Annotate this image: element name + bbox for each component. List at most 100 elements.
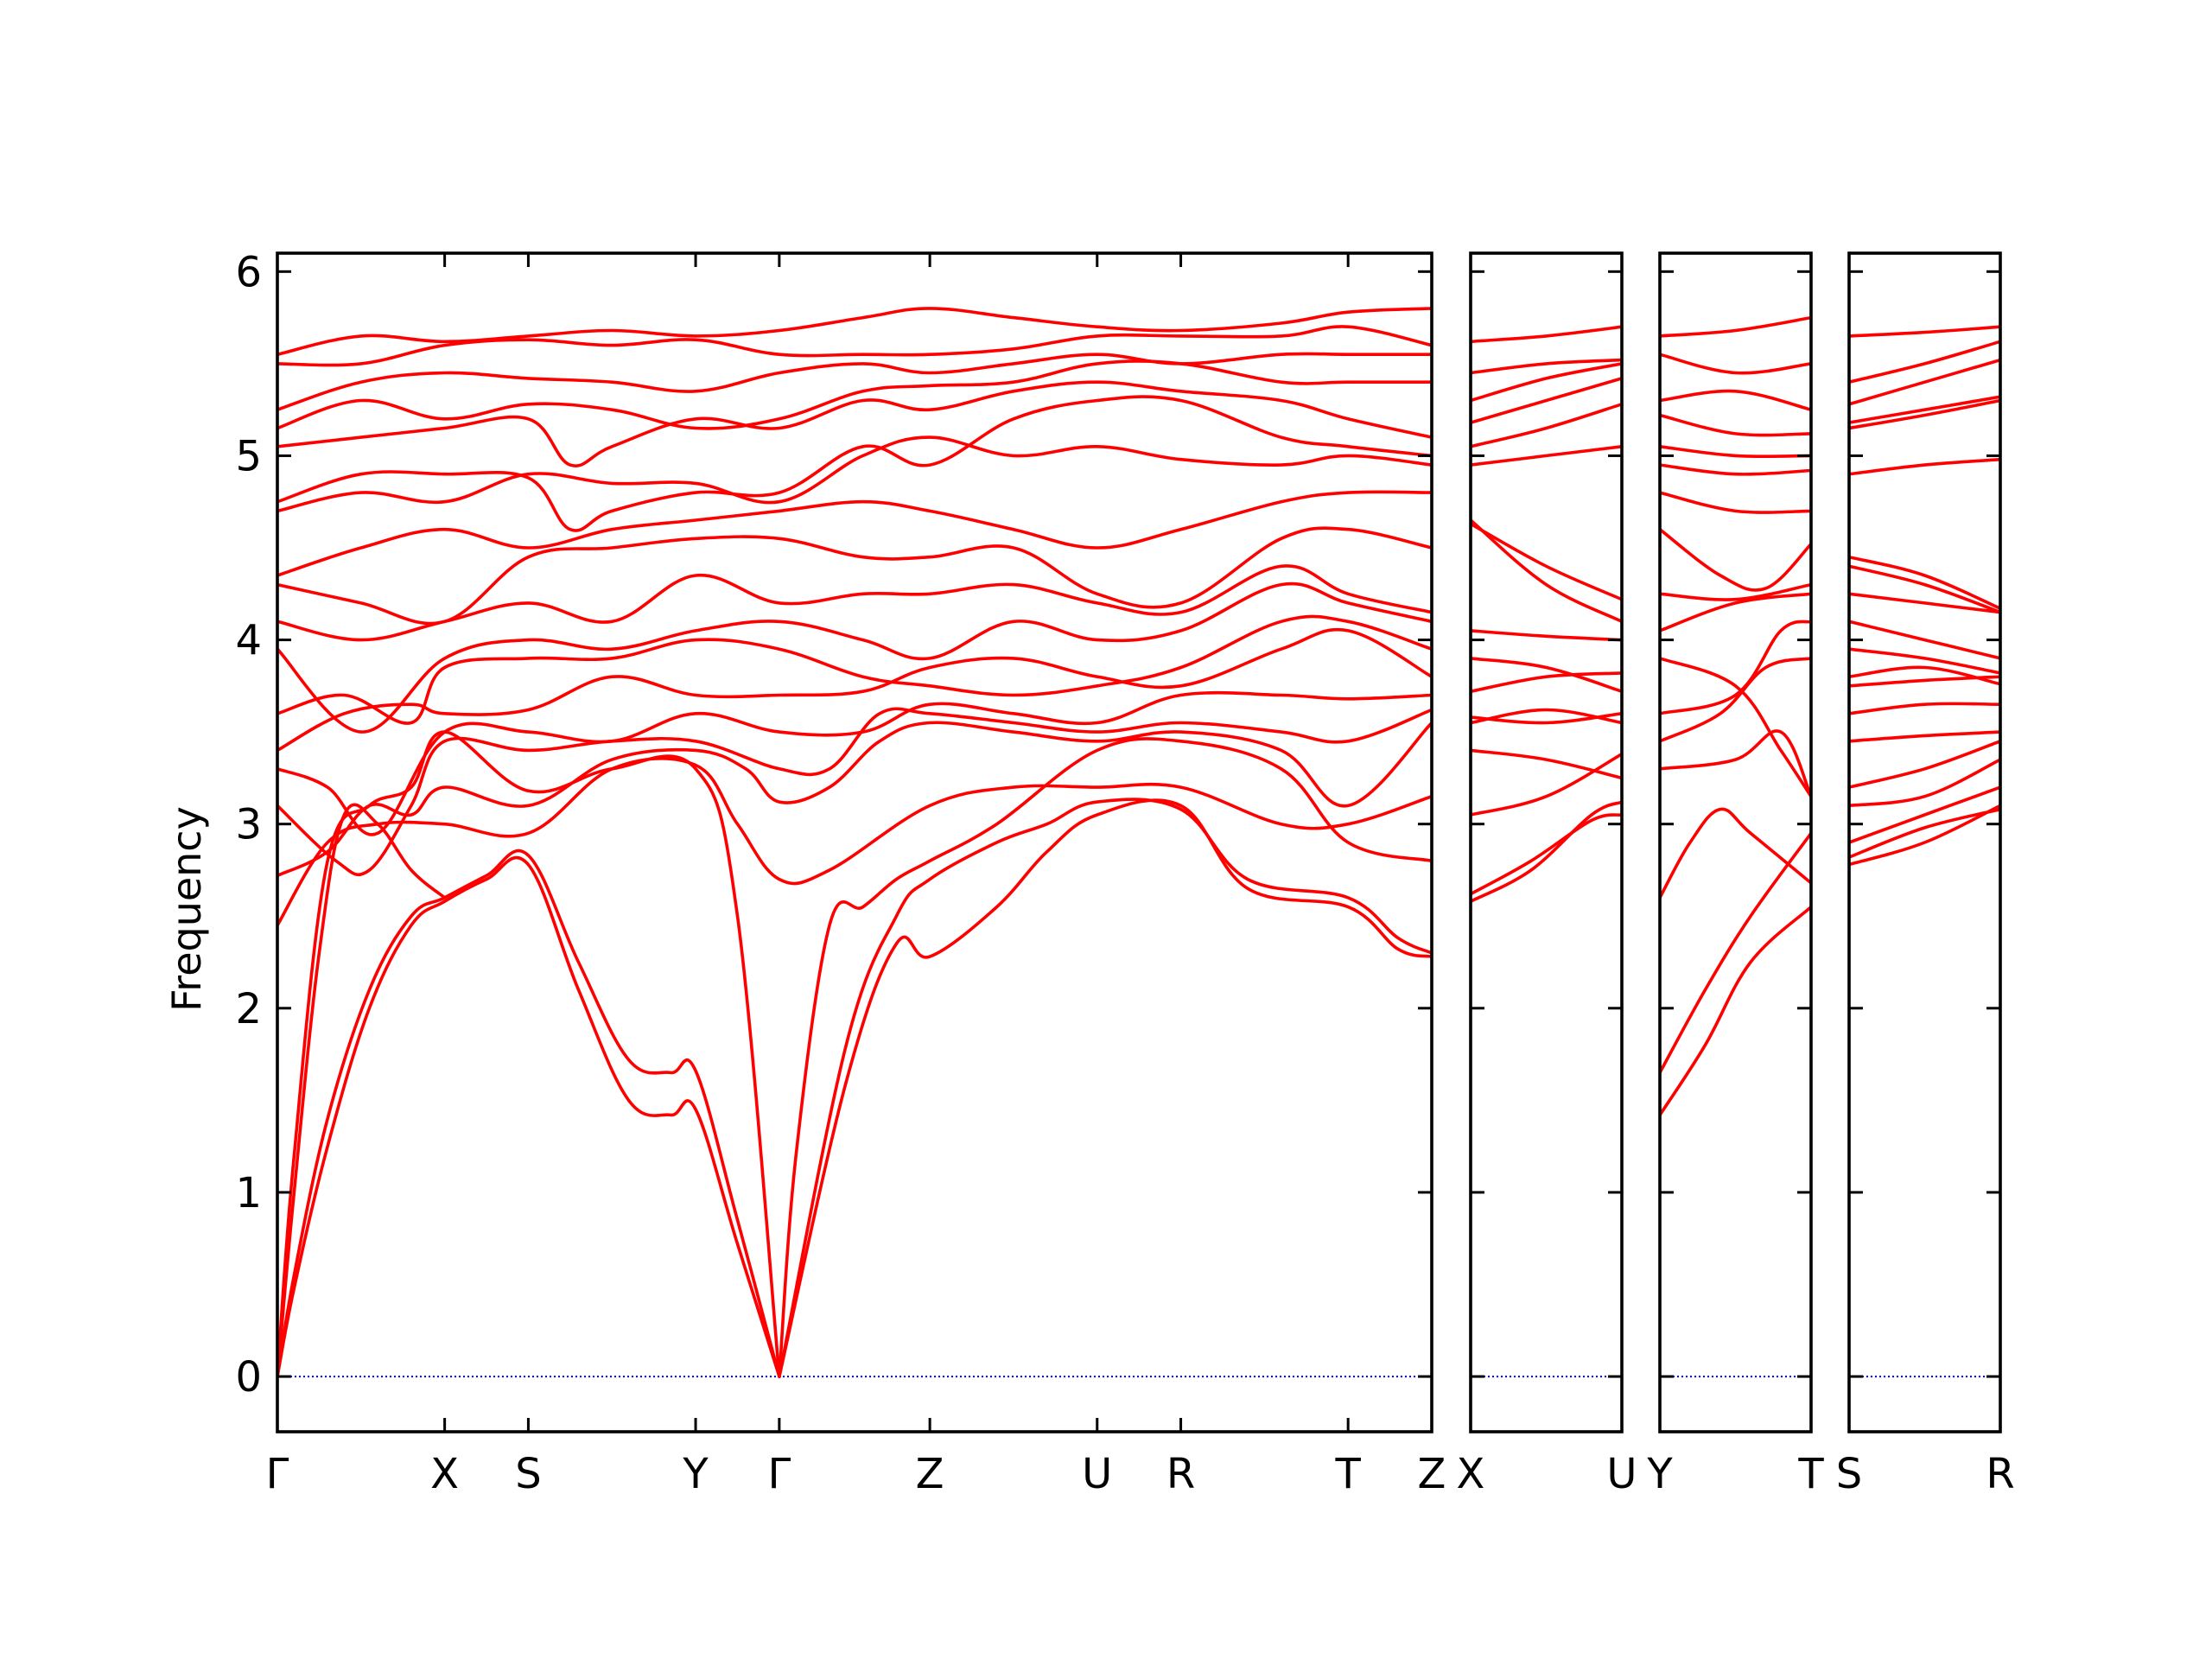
panel-frame (276, 251, 1433, 1433)
phonon-band-10 (277, 707, 1432, 877)
y-tick-label: 0 (235, 1353, 262, 1402)
phonon-band-22 (277, 352, 1432, 411)
phonon-band-8 (1660, 592, 1811, 632)
phonon-band-5 (778, 798, 1432, 1378)
phonon-band-4 (1471, 748, 1622, 780)
phonon-band-13 (1660, 445, 1811, 459)
phonon-band-9 (1471, 629, 1622, 642)
y-tick-label: 2 (235, 985, 262, 1033)
y-tick-label: 3 (235, 801, 262, 849)
x-tick-label: T (1797, 1450, 1824, 1498)
phonon-band-17 (1660, 315, 1811, 338)
x-tick-label: Γ (767, 1450, 791, 1498)
phonon-band-11 (1471, 522, 1622, 601)
phonon-band-16 (1471, 358, 1622, 375)
y-tick-label: 4 (235, 617, 262, 665)
phonon-band-4 (277, 730, 781, 1378)
phonon-band-8 (1849, 675, 2000, 688)
phonon-band-2 (1849, 807, 2000, 859)
phonon-band-6 (1471, 712, 1622, 725)
phonon-band-18 (1849, 358, 2000, 406)
phonon-band-7 (778, 737, 1432, 1378)
phonon-band-13 (1849, 564, 2000, 614)
phonon-band-1 (277, 855, 781, 1378)
band-lines (1660, 315, 1811, 1117)
phonon-band-7 (1660, 657, 1811, 798)
phonon-band-2 (277, 849, 781, 1378)
phonon-band-3 (1660, 807, 1811, 899)
phonon-band-2 (1471, 813, 1622, 896)
phonon-band-10 (1660, 527, 1811, 592)
phonon-band-2 (1660, 831, 1811, 1075)
phonon-band-11 (277, 690, 1432, 836)
phonon-band-11 (1849, 620, 2000, 660)
band-lines (1471, 325, 1622, 903)
phonon-band-16 (1849, 398, 2000, 430)
phonon-band-12 (1471, 445, 1622, 467)
x-tick-label: Z (1418, 1450, 1446, 1498)
phonon-band-17 (1849, 395, 2000, 424)
phonon-band-1 (1660, 905, 1811, 1117)
phonon-band-11 (1660, 491, 1811, 514)
x-tick-label: X (1457, 1450, 1485, 1498)
phonon-band-6 (1660, 620, 1811, 715)
x-tick-label: X (430, 1450, 459, 1498)
x-tick-label: Z (916, 1450, 944, 1498)
phonon-band-21 (277, 359, 1432, 430)
phonon-band-15 (1849, 457, 2000, 476)
x-tick-label: Y (1646, 1450, 1673, 1498)
phonon-band-16 (1660, 353, 1811, 375)
phonon-band-1 (1471, 800, 1622, 903)
x-tick-label: Γ (266, 1450, 289, 1498)
x-tick-label: U (1606, 1450, 1637, 1498)
band-lines (1849, 325, 2000, 867)
phonon-band-8 (277, 757, 1432, 927)
phonon-band-13 (277, 614, 1432, 725)
phonon-band-5 (1849, 740, 2000, 789)
phonon-band-12 (1660, 463, 1811, 476)
x-tick-label: S (1836, 1450, 1862, 1498)
band-lines (277, 307, 1432, 1378)
phonon-band-15 (1660, 389, 1811, 411)
phonon-band-6 (1849, 730, 2000, 743)
phonon-band-17 (277, 490, 1432, 577)
x-tick-label: S (515, 1450, 541, 1498)
phonon-band-14 (1660, 413, 1811, 437)
phonon-band-7 (1471, 671, 1622, 693)
phonon-band-4 (1849, 758, 2000, 808)
x-tick-label: U (1082, 1450, 1112, 1498)
phonon-band-5 (1660, 657, 1811, 743)
phonon-band-8 (1471, 657, 1622, 693)
phonon-band-18 (277, 435, 1432, 513)
phonon-band-7 (1849, 702, 2000, 715)
phonon-band-9 (277, 721, 1432, 878)
phonon-band-17 (1471, 325, 1622, 344)
phonon-band-24 (277, 307, 1432, 356)
panel-frame (1658, 251, 1813, 1433)
phonon-band-3 (1849, 785, 2000, 844)
phonon-band-10 (1849, 647, 2000, 675)
phonon-band-9 (1849, 665, 2000, 686)
phonon-band-15 (277, 564, 1432, 642)
phonon-band-14 (1849, 555, 2000, 611)
phonon-band-19 (277, 395, 1432, 532)
x-tick-label: R (1166, 1450, 1195, 1498)
panel-frame (1469, 251, 1624, 1433)
phonon-band-6 (778, 798, 1432, 1378)
phonon-band-3 (277, 803, 447, 1378)
y-tick-label: 5 (235, 432, 262, 480)
phonon-band-4 (1660, 729, 1811, 798)
phonon-band-19 (1849, 340, 2000, 384)
y-tick-label: 6 (235, 248, 262, 296)
x-tick-label: T (1335, 1450, 1362, 1498)
panel-1: 0 1 2 3 4 5 6 Γ X S Y Γ Z U R T Z (235, 248, 1446, 1498)
phonon-band-15 (1471, 362, 1622, 403)
phonon-band-9 (1660, 582, 1811, 601)
y-axis-label: Frequency (163, 806, 210, 1012)
phonon-band-20 (277, 380, 1432, 467)
x-tick-label: Y (682, 1450, 709, 1498)
